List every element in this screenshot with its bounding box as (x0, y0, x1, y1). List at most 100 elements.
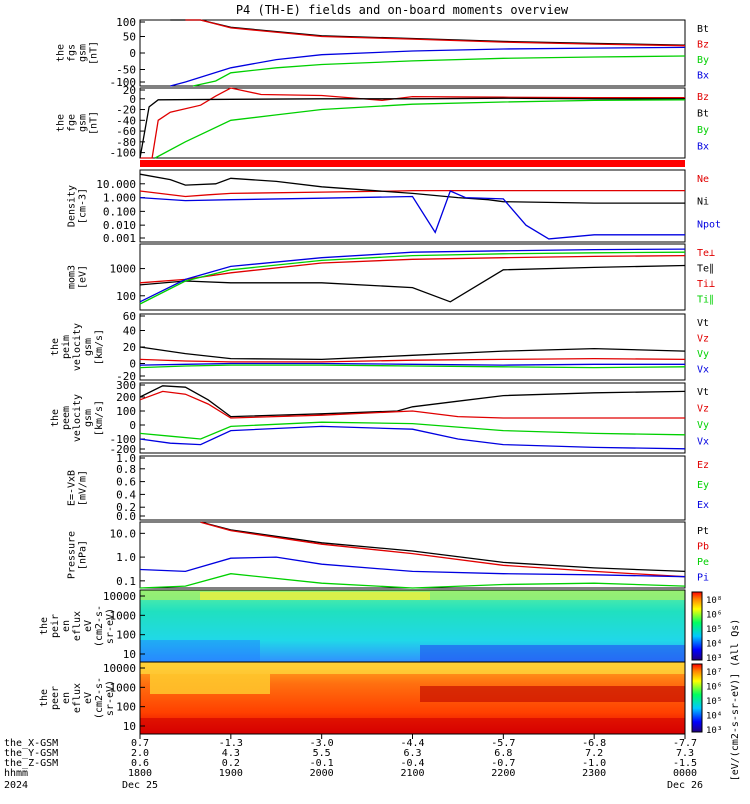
peer-spectrogram (139, 661, 686, 735)
fge-series-Bt (139, 97, 685, 159)
efield-legend-1: Ey (697, 480, 709, 491)
axis-row-value-1: 6.3 (403, 748, 421, 759)
mom-legend-1: Te∥ (697, 264, 714, 275)
peir-tick-label: 100 (116, 629, 136, 642)
axis-row-label-2: the_Z-GSM (4, 758, 58, 769)
density-series-Npot (139, 190, 685, 240)
peim-series-Vy (139, 364, 686, 369)
peem-ylabel: gsm (83, 409, 94, 427)
axis-row-value-0: -6.8 (582, 738, 606, 749)
efield-ylabel: E=-VxB (67, 470, 78, 506)
fgs-tick-label: -50 (116, 64, 136, 77)
density-legend-2: Npot (697, 219, 721, 230)
axis-row-value-1: 4.3 (222, 748, 240, 759)
peir-colorbar-tick: 10⁸ (706, 596, 722, 606)
fge-tick-label: 0 (129, 93, 136, 106)
peem-legend-0: Vt (697, 387, 709, 398)
peer-tick-label: 1000 (110, 681, 137, 694)
peer-colorbar-tick: 10⁴ (706, 712, 722, 722)
peem-tick-label: -100 (110, 433, 137, 446)
peer-tick-label: 10000 (103, 662, 136, 675)
fge-legend-0: Bz (697, 92, 709, 103)
peem-legend-3: Vx (697, 437, 709, 448)
axis-row-value-3: 2200 (491, 768, 515, 779)
fge-ylabel: gsm (78, 114, 89, 132)
peir-ylabel: the (39, 617, 50, 635)
fgs-ylabel: [nT] (89, 41, 100, 65)
axis-row-value-2: -0.1 (310, 758, 334, 769)
peir-colorbar-tick: 10⁴ (706, 640, 722, 650)
axis-row-value-0: -1.3 (219, 738, 243, 749)
axis-row-value-2: 0.2 (222, 758, 240, 769)
mom-series-Te⊥ (139, 254, 686, 284)
panel-peim-frame (139, 313, 686, 381)
peim-ylabel: the (50, 338, 61, 356)
peer-ylabel: en (61, 692, 72, 704)
axis-row-value-2: -1.0 (582, 758, 606, 769)
mom-ylabel: [eV] (78, 265, 89, 289)
mom-series-Ti∥ (139, 251, 686, 305)
mom-tick-label: 100 (116, 290, 136, 303)
peir-colorbar-tick: 10⁵ (706, 625, 722, 635)
density-ylabel: Density (67, 185, 78, 227)
fgs-series-Bx (170, 46, 686, 87)
pressure-series-Pt (200, 521, 686, 573)
peem-tick-label: -200 (110, 443, 137, 456)
mom-legend-0: Te⊥ (697, 248, 715, 259)
peim-tick-label: 20 (123, 341, 136, 354)
fgs-legend-3: Bx (697, 71, 709, 82)
peir-colorbar (691, 591, 703, 661)
peer-ylabel: sr-eV) (105, 680, 116, 716)
peer-tick-label: 100 (116, 701, 136, 714)
peem-legend-2: Vy (697, 420, 709, 431)
peem-ylabel: the (50, 409, 61, 427)
pressure-series-Pe (139, 573, 686, 589)
peim-legend-1: Vz (697, 334, 709, 345)
peim-legend-0: Vt (697, 318, 709, 329)
peim-series-Vx (139, 362, 685, 366)
mom-tick-label: 1000 (110, 263, 137, 276)
peim-tick-label: -20 (116, 370, 136, 383)
efield-legend-2: Ex (697, 500, 709, 511)
peir-spectrogram (139, 589, 686, 663)
peem-tick-label: 300 (116, 379, 136, 392)
axis-row-value-2: -1.5 (673, 758, 697, 769)
peir-ylabel: eflux (72, 611, 83, 641)
fge-ylabel: fge (67, 114, 78, 132)
peir-ylabel: eV (83, 620, 94, 632)
mom-legend-2: Ti⊥ (697, 279, 715, 290)
axis-row-label-3: hhmm (4, 768, 28, 779)
axis-row-value-0: 0.7 (131, 738, 149, 749)
fgs-ylabel: the (56, 44, 67, 62)
pressure-tick-label: 1.0 (116, 551, 136, 564)
axis-date-start: Dec 25 (122, 780, 158, 791)
axis-row-value-1: 2.0 (131, 748, 149, 759)
peim-tick-label: 40 (123, 325, 136, 338)
fge-ylabel: [nT] (89, 111, 100, 135)
peim-series-Vt (139, 346, 686, 361)
density-tick-label: 0.001 (103, 232, 136, 245)
fge-tick-label: -20 (116, 104, 136, 117)
peim-ylabel: peim (61, 335, 72, 359)
peer-tick-label: 10 (123, 720, 136, 733)
peem-series-Vy (139, 421, 686, 440)
peim-tick-label: 0 (129, 358, 136, 371)
fgs-tick-label: -100 (110, 76, 137, 89)
mom-series-Te∥ (139, 264, 686, 303)
panel-fge-frame (139, 87, 686, 159)
efield-tick-label: 0.8 (116, 463, 136, 476)
peem-tick-label: 0 (129, 419, 136, 432)
panel-efield-frame (139, 455, 686, 521)
fgs-series-By (192, 55, 686, 87)
mom-ylabel: mom3 (67, 265, 78, 289)
peir-ylabel: (cm2-s- (94, 605, 105, 647)
peer-colorbar (691, 663, 703, 733)
peer-colorbar-tick: 10³ (706, 726, 722, 736)
axis-row-value-0: -3.0 (310, 738, 334, 749)
axis-row-value-3: 2100 (400, 768, 424, 779)
fge-tick-label: -60 (116, 125, 136, 138)
panel-pressure-frame (139, 521, 686, 589)
peem-ylabel: peem (61, 406, 72, 430)
fgs-legend-0: Bt (697, 24, 709, 35)
fgs-ylabel: gsm (78, 44, 89, 62)
